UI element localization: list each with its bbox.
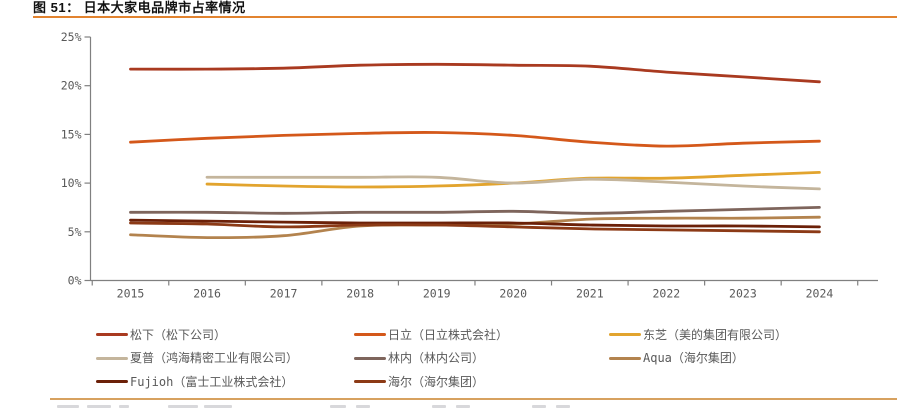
- legend-item-1: 日立（日立株式会社）: [354, 329, 609, 341]
- figure-title: 图 51： 日本大家电品牌市占率情况: [33, 0, 246, 15]
- legend-swatch: [354, 333, 386, 337]
- x-tick-label: 2022: [652, 287, 680, 301]
- legend-label: 海尔（海尔集团）: [388, 374, 485, 389]
- legend-item-0: 松下（松下公司）: [96, 329, 354, 341]
- x-tick-label: 2023: [729, 287, 757, 301]
- legend-item-7: 海尔（海尔集团）: [354, 376, 609, 388]
- legend-swatch: [96, 333, 128, 337]
- legend-swatch: [96, 356, 128, 360]
- series-line-4: [129, 206, 821, 215]
- x-tick-label: 2017: [270, 287, 298, 301]
- x-tick-label: 2016: [193, 287, 221, 301]
- title-divider-rule: [33, 16, 897, 18]
- x-tick-label: 2020: [499, 287, 527, 301]
- series-line-3: [205, 175, 821, 191]
- legend-label: 林内（林内公司）: [388, 351, 485, 366]
- legend-label: 东芝（美的集团有限公司）: [643, 327, 788, 342]
- legend-label: Aqua（海尔集团）: [643, 351, 744, 366]
- legend-item-6: Fujioh（富士工业株式会社）: [96, 376, 354, 388]
- legend-item-4: 林内（林内公司）: [354, 352, 609, 364]
- x-tick-label: 2024: [806, 287, 834, 301]
- legend-item-5: Aqua（海尔集团）: [609, 352, 866, 364]
- x-tick-label: 2019: [423, 287, 451, 301]
- legend-swatch: [609, 333, 641, 337]
- footer-divider-rule: [50, 398, 897, 400]
- series-line-0: [129, 62, 821, 84]
- y-tick-label: 0%: [68, 274, 82, 288]
- series-line-7: [129, 221, 821, 234]
- legend-item-3: 夏普（鸿海精密工业有限公司）: [96, 352, 354, 364]
- legend-item-2: 东芝（美的集团有限公司）: [609, 329, 866, 341]
- y-tick-label: 15%: [61, 127, 82, 141]
- y-tick-label: 10%: [61, 176, 82, 190]
- x-tick-label: 2021: [576, 287, 604, 301]
- legend-swatch: [354, 380, 386, 384]
- series-line-1: [129, 130, 821, 148]
- legend-swatch: [609, 356, 641, 360]
- x-tick-label: 2018: [346, 287, 374, 301]
- chart-legend: 松下（松下公司） 日立（日立株式会社） 东芝（美的集团有限公司） 夏普（鸿海精密工业有…: [96, 323, 866, 394]
- legend-swatch: [354, 356, 386, 360]
- y-tick-label: 25%: [61, 30, 82, 44]
- legend-label: Fujioh（富士工业株式会社）: [130, 374, 294, 389]
- series-line-6: [129, 218, 821, 229]
- source-text-clipped: [0, 405, 897, 409]
- legend-label: 夏普（鸿海精密工业有限公司）: [130, 351, 299, 366]
- legend-swatch: [96, 380, 128, 384]
- legend-label: 日立（日立株式会社）: [388, 327, 509, 342]
- y-tick-label: 5%: [68, 225, 82, 239]
- x-tick-label: 2015: [117, 287, 145, 301]
- legend-label: 松下（松下公司）: [130, 327, 227, 342]
- y-tick-label: 20%: [61, 79, 82, 93]
